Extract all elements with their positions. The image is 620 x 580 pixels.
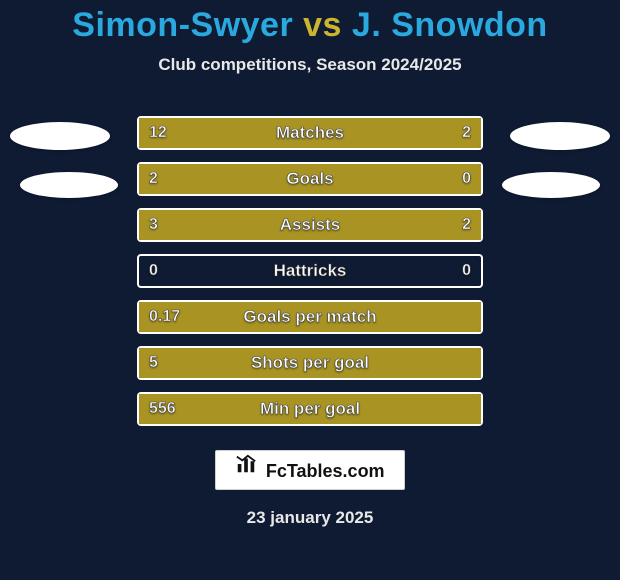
subtitle: Club competitions, Season 2024/2025 bbox=[0, 55, 620, 75]
stat-row: 32Assists bbox=[137, 208, 483, 242]
bar-fill-left bbox=[139, 348, 481, 378]
bar-fill-left bbox=[139, 164, 481, 194]
bar-fill-left bbox=[139, 302, 481, 332]
player1-team-badge bbox=[10, 122, 110, 150]
stat-row: 122Matches bbox=[137, 116, 483, 150]
player2-country-badge bbox=[502, 172, 600, 198]
bar-fill-left bbox=[139, 118, 406, 148]
player2-name: J. Snowdon bbox=[352, 6, 548, 44]
value-right: 0 bbox=[462, 262, 471, 280]
site-name: FcTables.com bbox=[266, 461, 385, 481]
bar-fill-left bbox=[139, 210, 344, 240]
comparison-card: Simon-Swyer vs J. Snowdon Club competiti… bbox=[0, 0, 620, 580]
title-vs: vs bbox=[303, 6, 342, 44]
site-badge: FcTables.com bbox=[215, 450, 405, 490]
page-title: Simon-Swyer vs J. Snowdon bbox=[0, 0, 620, 45]
player1-country-badge bbox=[20, 172, 118, 198]
metric-label: Hattricks bbox=[274, 261, 347, 281]
bars-container: 122Matches 20Goals 32Assists 0 0 Hattricks 0.1… bbox=[137, 116, 483, 426]
bar-fill-right bbox=[344, 210, 481, 240]
stat-row: 0.17Goals per match bbox=[137, 300, 483, 334]
bar-chart-icon bbox=[235, 451, 257, 491]
stat-row: 5Shots per goal bbox=[137, 346, 483, 380]
player2-team-badge bbox=[510, 122, 610, 150]
stat-row: 556Min per goal bbox=[137, 392, 483, 426]
stat-row: 0 0 Hattricks bbox=[137, 254, 483, 288]
value-left: 0 bbox=[149, 262, 158, 280]
bar-fill-left bbox=[139, 394, 481, 424]
date-label: 23 january 2025 bbox=[0, 508, 620, 528]
comparison-chart: 122Matches 20Goals 32Assists 0 0 Hattricks 0.1… bbox=[0, 116, 620, 528]
player1-name: Simon-Swyer bbox=[72, 6, 293, 44]
stat-row: 20Goals bbox=[137, 162, 483, 196]
bar-fill-right bbox=[406, 118, 481, 148]
